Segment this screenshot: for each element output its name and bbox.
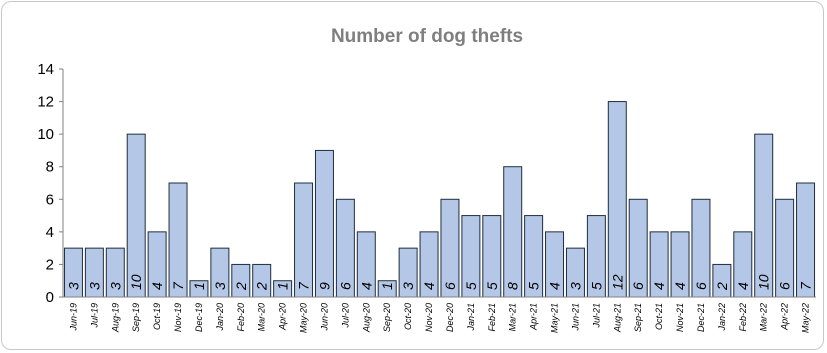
data-label: 6 — [630, 282, 646, 290]
x-tick-label: Jun-21 — [570, 303, 580, 332]
data-label: 5 — [463, 282, 479, 290]
bar — [168, 182, 188, 298]
data-label: 3 — [86, 282, 102, 290]
bar — [607, 101, 627, 298]
x-tick-label: Apr-21 — [529, 303, 539, 331]
data-label: 10 — [756, 274, 772, 290]
data-label: 4 — [547, 282, 563, 290]
chart-title: Number of dog thefts — [331, 26, 523, 47]
x-tick-label: Aug-21 — [612, 303, 622, 333]
data-label: 1 — [275, 282, 291, 290]
y-tick-label: 10 — [37, 126, 54, 143]
x-tick-label: Nov-20 — [424, 303, 434, 332]
bar — [294, 182, 314, 298]
x-tick-label: Oct-21 — [654, 303, 664, 330]
x-tick-label: Aug-20 — [361, 303, 371, 333]
x-axis: Jun-19 Jul-19 Aug-19 Sep-19 Oct-19 Nov-19 Dec-… — [63, 296, 816, 333]
x-tick-label: Feb-21 — [487, 303, 497, 332]
x-tick-label: May-22 — [801, 303, 811, 333]
y-tick-label: 6 — [46, 191, 54, 208]
x-tick-label: Oct-19 — [152, 303, 162, 330]
data-label: 10 — [128, 274, 144, 290]
x-tick-label: Jul-19 — [89, 303, 99, 329]
x-tick-label: Jan-20 — [215, 303, 225, 332]
x-tick-label: Dec-21 — [696, 303, 706, 332]
bar — [126, 133, 146, 298]
data-label: 6 — [693, 282, 709, 290]
data-labels: 3 3 3 10 4 7 1 3 2 2 1 7 9 6 4 1 3 4 6 5 5 8 5 4 3 5 12 6 4 4 6 2 4 10 6 7 — [65, 274, 813, 291]
bar — [712, 263, 732, 298]
data-label: 3 — [107, 282, 123, 290]
data-label: 4 — [672, 282, 688, 290]
data-label: 12 — [609, 274, 625, 290]
x-tick-label: Sep-20 — [382, 303, 392, 332]
y-tick-label: 2 — [46, 256, 54, 273]
x-tick-label: Jun-19 — [68, 303, 78, 332]
data-label: 1 — [379, 282, 395, 290]
data-label: 8 — [505, 282, 521, 290]
data-label: 7 — [170, 281, 186, 290]
x-tick-label: Oct-20 — [403, 303, 413, 330]
bar — [314, 149, 334, 298]
y-tick-label: 0 — [46, 289, 54, 306]
data-label: 5 — [588, 282, 604, 290]
x-tick-label: Nov-19 — [173, 303, 183, 332]
x-tick-label: Mar-21 — [508, 303, 518, 331]
x-tick-label: Aug-19 — [110, 303, 120, 333]
data-label: 4 — [735, 282, 751, 290]
x-tick-label: Jan-22 — [717, 303, 727, 332]
data-label: 9 — [316, 282, 332, 290]
x-tick-label: Apr-22 — [780, 303, 790, 331]
bars — [63, 101, 816, 298]
x-tick-label: Jun-20 — [319, 303, 329, 332]
data-label: 1 — [191, 282, 207, 290]
bar — [754, 133, 774, 298]
y-tick-label: 4 — [46, 224, 54, 241]
x-tick-label: Mar-20 — [257, 303, 267, 331]
bar — [252, 263, 272, 298]
data-label: 7 — [798, 281, 814, 290]
data-label: 2 — [714, 282, 730, 291]
data-label: 3 — [400, 282, 416, 290]
data-label: 7 — [296, 281, 312, 290]
x-tick-label: Jan-21 — [466, 303, 476, 332]
data-label: 4 — [651, 282, 667, 290]
x-tick-label: May-20 — [299, 303, 309, 333]
x-tick-label: Dec-19 — [194, 303, 204, 332]
data-label: 3 — [65, 282, 81, 290]
data-label: 5 — [484, 282, 500, 290]
y-axis: 0 2 4 6 8 10 12 14 — [37, 61, 64, 306]
x-tick-label: Feb-20 — [236, 303, 246, 332]
x-tick-label: Nov-21 — [675, 303, 685, 332]
x-tick-label: Jul-20 — [340, 303, 350, 329]
data-label: 2 — [254, 282, 270, 291]
x-tick-label: Sep-21 — [633, 303, 643, 332]
data-label: 3 — [567, 282, 583, 290]
x-tick-label: Mar-22 — [759, 303, 769, 331]
bar — [231, 263, 251, 298]
y-tick-label: 14 — [37, 61, 54, 78]
data-label: 6 — [777, 282, 793, 290]
data-label: 5 — [526, 282, 542, 290]
x-tick-label: Apr-20 — [278, 303, 288, 331]
data-label: 3 — [212, 282, 228, 290]
x-tick-label: Sep-19 — [131, 303, 141, 332]
data-label: 6 — [442, 282, 458, 290]
y-tick-label: 12 — [37, 94, 54, 111]
x-tick-label: Feb-22 — [738, 303, 748, 332]
data-label: 4 — [421, 282, 437, 290]
x-tick-label: Jul-21 — [591, 303, 601, 329]
data-label: 4 — [358, 282, 374, 290]
data-label: 6 — [337, 282, 353, 290]
data-label: 2 — [233, 282, 249, 291]
data-label: 4 — [149, 282, 165, 290]
bar — [503, 166, 523, 298]
x-tick-label: Dec-20 — [445, 303, 455, 332]
y-tick-label: 8 — [46, 159, 54, 176]
x-tick-label: May-21 — [550, 303, 560, 333]
bar — [796, 182, 816, 298]
